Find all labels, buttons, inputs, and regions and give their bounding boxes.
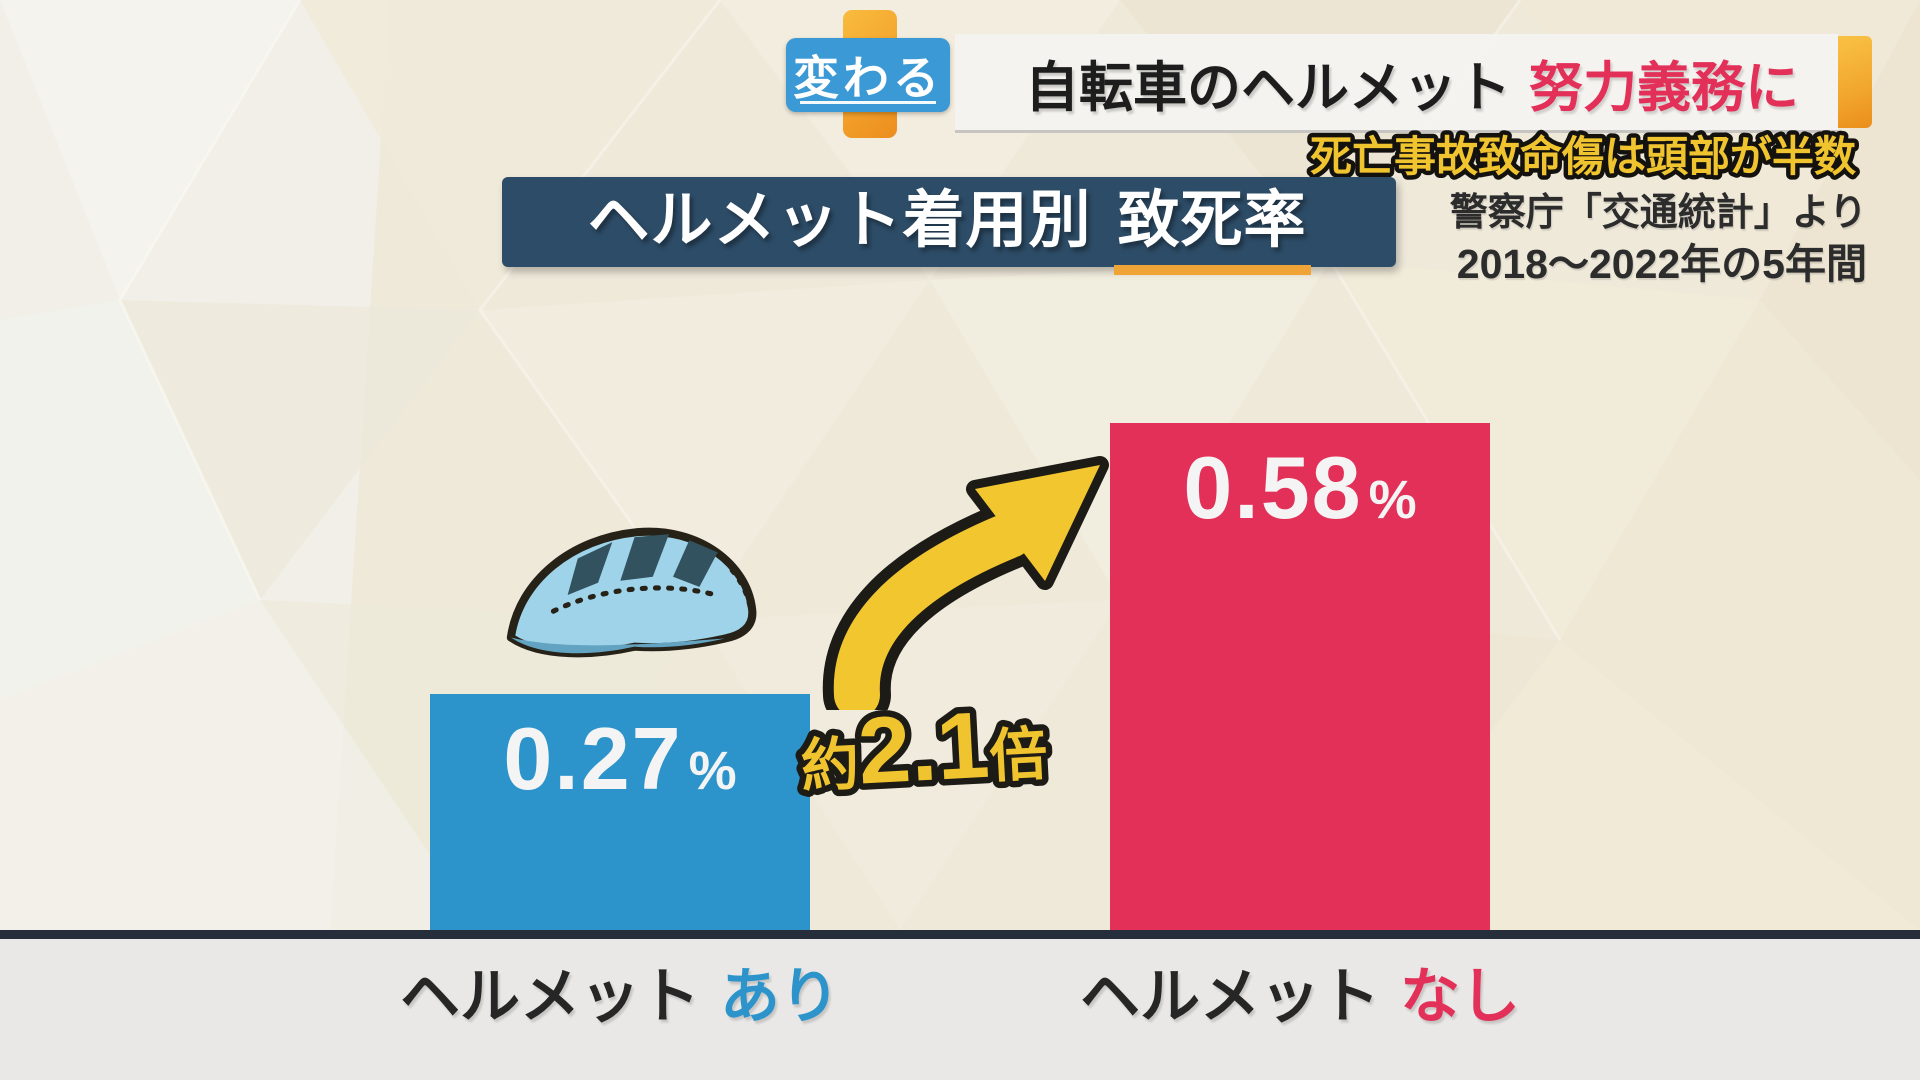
- bar-without-helmet-value: 0.58%: [1110, 437, 1490, 539]
- ratio-value: 2.1: [856, 692, 992, 804]
- header-title-accent: 努力義務に: [1529, 57, 1799, 118]
- helmet-icon: [506, 527, 757, 658]
- source-period: 2018〜2022年の5年間: [1456, 241, 1867, 287]
- category-label-text: ヘルメット: [400, 963, 700, 1030]
- ratio-annotation-text: 約2.1倍: [798, 689, 1050, 806]
- bar-with-helmet-value: 0.27%: [430, 708, 810, 810]
- category-label-text: ヘルメット: [1080, 963, 1380, 1030]
- header-endcap-ornament: [1838, 36, 1872, 128]
- value-number: 0.27: [503, 709, 683, 808]
- source-block: 警察庁「交通統計」より 2018〜2022年の5年間: [1255, 188, 1867, 290]
- header-title: 自転車のヘルメット: [1025, 57, 1511, 118]
- bar-with-helmet: 0.27%: [430, 694, 810, 930]
- source-attribution: 警察庁「交通統計」より: [1449, 192, 1867, 234]
- subheader-highlight: 死亡事故致命傷は頭部が半数: [1305, 129, 1860, 185]
- axis-area: [0, 939, 1920, 1080]
- chart-title: ヘルメット着用別 致死率: [587, 169, 1311, 275]
- header-bar: 自転車のヘルメット 努力義務に: [955, 34, 1838, 133]
- increase-arrow-icon: [822, 456, 1109, 710]
- topic-badge-label: 変わる: [793, 52, 943, 104]
- category-label-with-helmet: ヘルメット あり: [300, 948, 940, 1035]
- chart-title-box: ヘルメット着用別 致死率: [502, 177, 1396, 275]
- ratio-suffix: 倍: [988, 722, 1049, 790]
- topic-badge: 変わる: [786, 38, 950, 112]
- chart-title-emphasis: 致死率: [1113, 169, 1311, 275]
- category-label-without-helmet: ヘルメット なし: [980, 948, 1620, 1035]
- ratio-prefix: 約: [799, 732, 860, 800]
- badge-underline-ornament: [800, 101, 936, 104]
- baseline-divider: [0, 930, 1920, 939]
- subheader-highlight-text: 死亡事故致命傷は頭部が半数: [1310, 133, 1856, 180]
- value-unit: %: [688, 741, 737, 801]
- category-label-accent: なし: [1400, 963, 1520, 1030]
- value-number: 0.58: [1183, 438, 1363, 537]
- ratio-annotation: 約2.1倍: [793, 685, 1056, 806]
- chart-title-prefix: ヘルメット着用別: [587, 186, 1092, 255]
- bar-without-helmet: 0.58%: [1110, 423, 1490, 930]
- category-label-accent: あり: [720, 963, 840, 1030]
- value-unit: %: [1368, 470, 1417, 530]
